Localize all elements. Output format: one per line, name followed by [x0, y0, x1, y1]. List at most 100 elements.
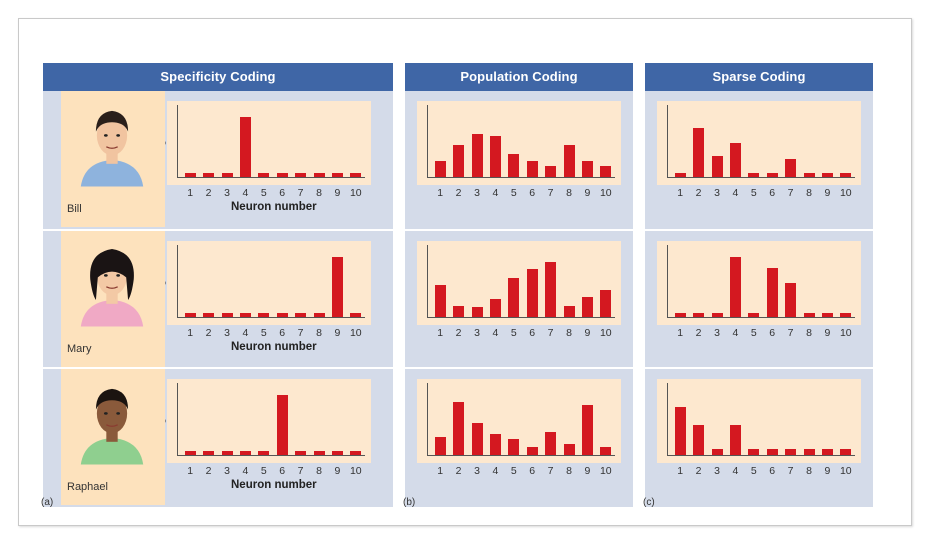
bar-mary-neuron-8 — [803, 313, 815, 317]
x-tick-label: 2 — [205, 187, 212, 199]
bar-mary-neuron-7 — [295, 313, 307, 317]
population-coding-header: Population Coding — [405, 63, 633, 91]
bar-raphael-neuron-1 — [434, 437, 446, 455]
bar-mary-neuron-3 — [711, 313, 723, 317]
bar-mary-neuron-6 — [276, 313, 288, 317]
bar-bill-neuron-8 — [313, 173, 325, 177]
x-axis — [427, 455, 615, 456]
x-tick-label: 1 — [437, 327, 444, 339]
x-tick-label: 9 — [584, 187, 591, 199]
x-tick-label: 10 — [349, 327, 362, 339]
x-tick-label: 1 — [677, 187, 684, 199]
bar-mary-neuron-4 — [239, 313, 251, 317]
bar-mary-neuron-9 — [821, 313, 833, 317]
bar-bill-neuron-4 — [729, 143, 741, 177]
bar-mary-neuron-4 — [489, 299, 501, 317]
panel-letter-c: (c) — [643, 497, 655, 508]
x-tick-label: 10 — [599, 187, 612, 199]
row-separator — [645, 367, 873, 369]
bar-bill-neuron-8 — [563, 145, 575, 177]
bar-bill-neuron-6 — [766, 173, 778, 177]
bar-bill-neuron-10 — [600, 166, 612, 177]
x-tick-label: 4 — [242, 187, 249, 199]
x-tick-label: 7 — [787, 465, 794, 477]
bar-mary-neuron-4 — [729, 257, 741, 317]
y-axis — [427, 383, 428, 455]
sparse-coding-header: Sparse Coding — [645, 63, 873, 91]
chart-area-bill — [167, 101, 371, 185]
x-tick-label: 9 — [334, 187, 341, 199]
x-tick-label: 3 — [224, 187, 230, 199]
panel-letter-b: (b) — [403, 497, 416, 508]
x-tick-label: 1 — [677, 465, 684, 477]
bar-mary-neuron-1 — [674, 313, 686, 317]
bar-bill-neuron-5 — [748, 173, 760, 177]
bar-bill-neuron-1 — [674, 173, 686, 177]
x-tick-label: 4 — [732, 327, 739, 339]
x-tick-label: 8 — [316, 465, 322, 477]
x-tick-label: 9 — [824, 465, 831, 477]
x-tick-label: 8 — [806, 187, 812, 199]
bar-mary-neuron-2 — [203, 313, 215, 317]
bar-bill-neuron-3 — [471, 134, 483, 177]
bar-bill-neuron-4 — [239, 117, 251, 177]
bar-raphael-neuron-8 — [803, 449, 815, 455]
chart-area-mary — [417, 241, 621, 325]
x-tick-label: 1 — [187, 465, 194, 477]
bar-raphael-neuron-10 — [350, 451, 362, 455]
bar-mary-neuron-6 — [526, 269, 538, 317]
bar-bill-neuron-2 — [693, 128, 705, 177]
bar-mary-neuron-8 — [563, 306, 575, 317]
x-axis — [667, 455, 855, 456]
x-tick-label: 7 — [547, 187, 554, 199]
x-axis-title: Neuron number — [231, 479, 317, 491]
bar-mary-neuron-9 — [331, 257, 343, 317]
x-tick-label: 3 — [714, 465, 720, 477]
x-tick-label: 9 — [334, 327, 341, 339]
bar-bill-neuron-4 — [489, 136, 501, 177]
bar-bill-neuron-6 — [276, 173, 288, 177]
x-tick-label: 8 — [566, 187, 572, 199]
bar-raphael-neuron-6 — [276, 395, 288, 455]
x-axis — [177, 317, 365, 318]
bar-raphael-neuron-8 — [313, 451, 325, 455]
bar-bill-neuron-8 — [803, 173, 815, 177]
x-tick-label: 8 — [316, 187, 322, 199]
bar-mary-neuron-5 — [258, 313, 270, 317]
x-tick-label: 9 — [824, 327, 831, 339]
x-tick-label: 5 — [510, 187, 517, 199]
bar-raphael-neuron-6 — [526, 447, 538, 455]
x-tick-label: 4 — [732, 465, 739, 477]
x-tick-label: 4 — [492, 187, 499, 199]
bar-raphael-neuron-3 — [711, 449, 723, 455]
row-separator — [43, 367, 393, 369]
chart-area-bill — [417, 101, 621, 185]
bar-mary-neuron-7 — [785, 283, 797, 317]
x-tick-label: 7 — [297, 465, 304, 477]
x-tick-label: 6 — [529, 187, 536, 199]
bar-raphael-neuron-3 — [221, 451, 233, 455]
bar-mary-neuron-10 — [840, 313, 852, 317]
x-tick-label: 3 — [714, 327, 720, 339]
bar-raphael-neuron-4 — [729, 425, 741, 455]
x-tick-label: 6 — [769, 327, 776, 339]
x-tick-label: 3 — [224, 327, 230, 339]
bar-raphael-neuron-10 — [600, 447, 612, 455]
x-tick-label: 5 — [510, 327, 517, 339]
x-tick-label: 5 — [750, 187, 757, 199]
x-tick-label: 1 — [437, 187, 444, 199]
face-bill-icon — [77, 99, 147, 187]
x-tick-label: 2 — [695, 327, 702, 339]
x-tick-label: 10 — [349, 187, 362, 199]
figure-frame: Specificity Coding 1 2 3 4 5 6 7 8 9 10 Neuron num… — [18, 18, 912, 526]
bar-mary-neuron-1 — [434, 285, 446, 317]
y-axis — [667, 245, 668, 317]
bar-bill-neuron-7 — [545, 166, 557, 177]
y-axis — [177, 105, 178, 177]
x-tick-label: 6 — [769, 465, 776, 477]
x-tick-label: 4 — [242, 465, 249, 477]
x-tick-label: 3 — [474, 187, 480, 199]
bar-bill-neuron-1 — [184, 173, 196, 177]
x-tick-label: 2 — [455, 465, 462, 477]
x-tick-label: 2 — [205, 465, 212, 477]
